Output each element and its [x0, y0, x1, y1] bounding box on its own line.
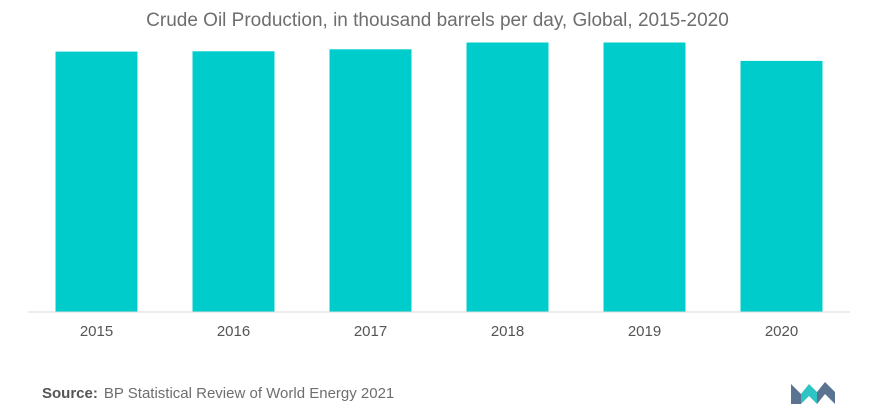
x-tick-label-2020: 2020 — [765, 323, 798, 340]
x-tick-labels: 2015 2016 2017 2018 2019 2020 — [80, 323, 798, 340]
x-tick-label-2016: 2016 — [217, 323, 250, 340]
bar-2016 — [192, 51, 275, 313]
source-note: Source: BP Statistical Review of World En… — [42, 385, 394, 402]
bar-2020 — [740, 60, 823, 313]
bar-2015 — [55, 51, 138, 312]
x-tick-label-2019: 2019 — [628, 323, 661, 340]
x-tick-label-2017: 2017 — [354, 323, 387, 340]
chart-title: Crude Oil Production, in thousand barrel… — [146, 10, 729, 31]
bars-group — [55, 42, 823, 313]
bar-2017 — [329, 49, 412, 313]
mordor-intelligence-logo-icon — [791, 382, 835, 404]
source-label: Source: — [42, 385, 98, 402]
bar-2018 — [466, 42, 549, 312]
x-tick-label-2015: 2015 — [80, 323, 113, 340]
x-tick-label-2018: 2018 — [491, 323, 524, 340]
source-text: BP Statistical Review of World Energy 20… — [103, 385, 395, 402]
bar-2019 — [603, 42, 686, 312]
